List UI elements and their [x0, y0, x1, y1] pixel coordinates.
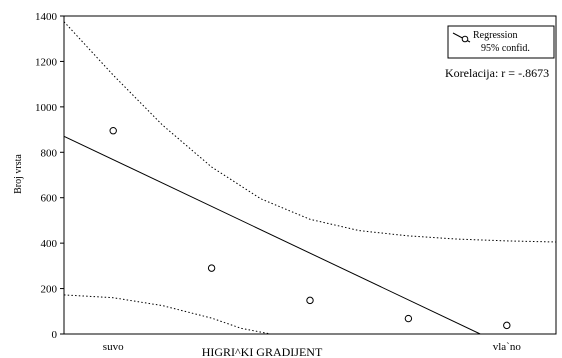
axes: 0 200 400 600 800 1000 1200 1400 suvo vla`no [35, 11, 557, 353]
y-tick-label-600: 600 [41, 193, 58, 205]
data-point-2 [207, 264, 216, 272]
y-axis-label: Broj vrsta [13, 154, 24, 194]
confidence-upper-line [64, 21, 556, 243]
plot-frame [63, 15, 557, 335]
plot-content [64, 21, 556, 334]
legend-marker [461, 35, 469, 43]
y-tick-label-1000: 1000 [35, 102, 58, 114]
x-axis-label: HIGRI^KI GRADIJENT [202, 345, 323, 358]
plot-inner [64, 21, 556, 334]
y-tick-label-1400: 1400 [35, 11, 58, 23]
data-point-4 [404, 314, 413, 323]
legend-label-confidence: 95% confid. [481, 43, 530, 54]
y-tick-label-0: 0 [52, 329, 58, 341]
y-tick-label-1200: 1200 [35, 56, 58, 68]
regression-line [64, 135, 481, 334]
x-tick-label-2: vla`no [493, 341, 522, 353]
y-tick-label-800: 800 [41, 147, 58, 159]
legend: Regression 95% confid. [447, 25, 555, 59]
data-point-3 [306, 296, 314, 305]
correlation-annotation: Korelacija: r = -.8673 [445, 66, 549, 80]
data-point-1 [109, 127, 117, 135]
y-tick-label-400: 400 [41, 238, 58, 250]
legend-label-regression: Regression [473, 30, 517, 41]
y-tick-label-200: 200 [41, 284, 58, 296]
data-point-5 [503, 321, 511, 330]
x-tick-label-1: suvo [103, 341, 124, 353]
confidence-lower-line [64, 294, 271, 334]
